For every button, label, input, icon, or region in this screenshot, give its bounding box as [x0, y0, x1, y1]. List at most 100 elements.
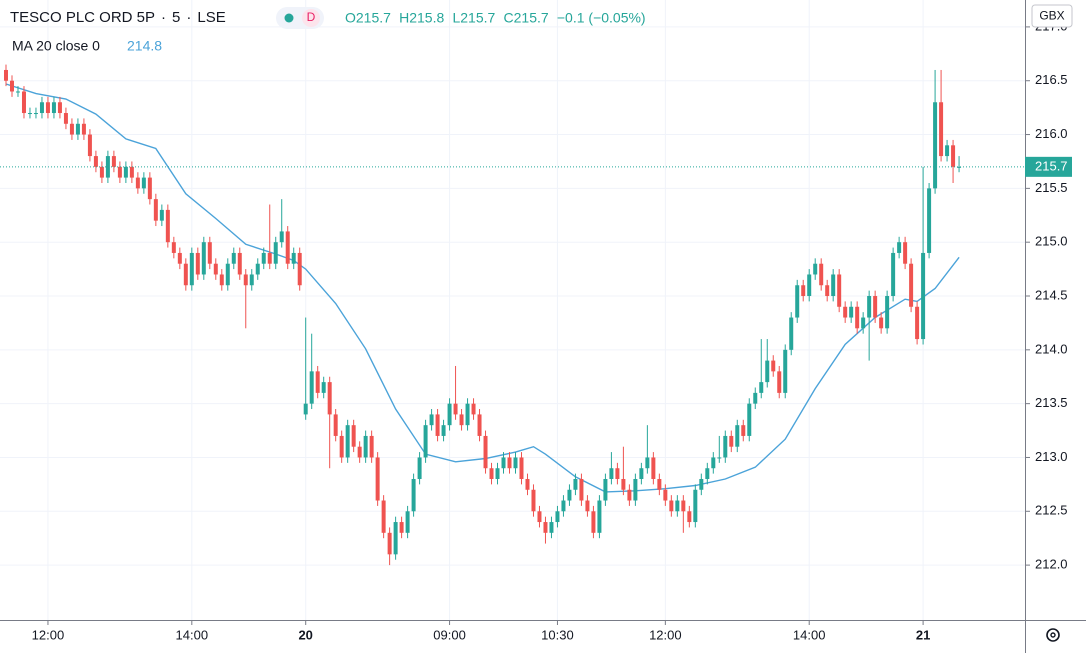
candle-body [849, 306, 854, 318]
y-tick-label: 212.0 [1035, 557, 1068, 572]
candle-body [327, 382, 332, 415]
axes: 212.0 212.5 213.0 213.5 214.0 214.5 215.0 215.5… [32, 18, 1072, 642]
candle-body [603, 478, 608, 501]
candle-body [705, 468, 710, 479]
candle-body [933, 102, 938, 189]
candle-body [465, 403, 470, 426]
gear-hub[interactable] [1050, 632, 1056, 638]
candle-body [771, 360, 776, 372]
candle-body [99, 166, 104, 178]
candle-body [741, 425, 746, 436]
candle-body [333, 414, 338, 436]
candle-body [63, 113, 68, 124]
candle-body [573, 478, 578, 490]
candle-body [15, 91, 20, 93]
candle-body [441, 425, 446, 436]
candle-body [897, 242, 902, 253]
candle-body [249, 274, 254, 286]
candle-body [873, 296, 878, 318]
candle-body [543, 522, 548, 533]
candle-body [381, 500, 386, 533]
candle-body [21, 91, 26, 114]
candle-body [417, 457, 422, 479]
candle-body [819, 263, 824, 286]
candle-body [927, 188, 932, 253]
candle-body [591, 511, 596, 533]
candle-body [777, 371, 782, 393]
candle-body [915, 306, 920, 340]
candle-body [537, 511, 542, 523]
legend: TESCO PLC ORD 5P · 5 · LSE D O215.7 H215.… [10, 7, 646, 54]
candle-body [399, 522, 404, 533]
marks [0, 64, 1025, 566]
candle-body [843, 306, 848, 318]
candle-body [207, 242, 212, 264]
candle-body [225, 263, 230, 286]
candle-body [825, 285, 830, 297]
candle-body [477, 414, 482, 436]
candle-body [831, 274, 836, 297]
currency-box[interactable] [1031, 4, 1073, 28]
candle-body [267, 252, 272, 264]
candle-body [315, 371, 320, 393]
candle-body [45, 102, 50, 114]
candle-body [339, 435, 344, 458]
candle-body [423, 425, 428, 458]
candle-body [273, 242, 278, 264]
y-tick-label: 212.5 [1035, 503, 1068, 518]
candle-body [765, 360, 770, 383]
candle-body [795, 285, 800, 318]
candle-body [801, 285, 806, 297]
currency[interactable]: GBX [1039, 9, 1064, 23]
candle-body [627, 489, 632, 501]
candle-body [945, 145, 950, 157]
candle-body [57, 102, 62, 114]
candle-body [297, 252, 302, 286]
ma-value: 214.8 [127, 38, 162, 54]
exchange: LSE [197, 9, 225, 26]
candle-body [597, 500, 602, 533]
candle-body [813, 263, 818, 275]
candle-body [585, 500, 590, 512]
candle-body [579, 478, 584, 501]
candle-body [81, 123, 86, 135]
candle-body [405, 511, 410, 533]
candle-body [303, 403, 308, 415]
x-tick-label: 21 [916, 627, 930, 642]
candle-body [699, 478, 704, 490]
candle-body [711, 457, 716, 469]
candle-body [471, 403, 476, 415]
symbol-title: TESCO PLC ORD 5P [10, 9, 155, 26]
candle-body [453, 403, 458, 415]
x-tick-label: 10:30 [541, 627, 574, 642]
candle-body [219, 274, 224, 286]
candle-body [141, 177, 146, 189]
candle-body [519, 457, 524, 479]
candle-body [729, 435, 734, 447]
candle-body [33, 113, 38, 115]
candle-body [639, 468, 644, 479]
x-tick-label: 09:00 [433, 627, 466, 642]
ohlc-value: H215.8 [399, 10, 444, 26]
candle-body [951, 145, 956, 167]
candle-body [147, 177, 152, 200]
candle-body [957, 166, 962, 168]
candle-body [135, 177, 140, 189]
candle-body [675, 500, 680, 512]
candle-body [525, 478, 530, 490]
candle-body [687, 511, 692, 523]
candle-body [681, 500, 686, 512]
candle-body [501, 457, 506, 469]
settings-icon[interactable] [1046, 628, 1060, 642]
gear[interactable] [1046, 628, 1060, 642]
candle-body [123, 166, 128, 178]
candle-body [153, 199, 158, 221]
candle-body [783, 349, 788, 393]
candle-body [51, 102, 56, 114]
candle-body [429, 414, 434, 426]
candle-body [243, 274, 248, 286]
candle-body [561, 500, 566, 512]
candle-body [261, 252, 266, 264]
candle-body [183, 263, 188, 286]
ohlc-value: L215.7 [452, 10, 495, 26]
